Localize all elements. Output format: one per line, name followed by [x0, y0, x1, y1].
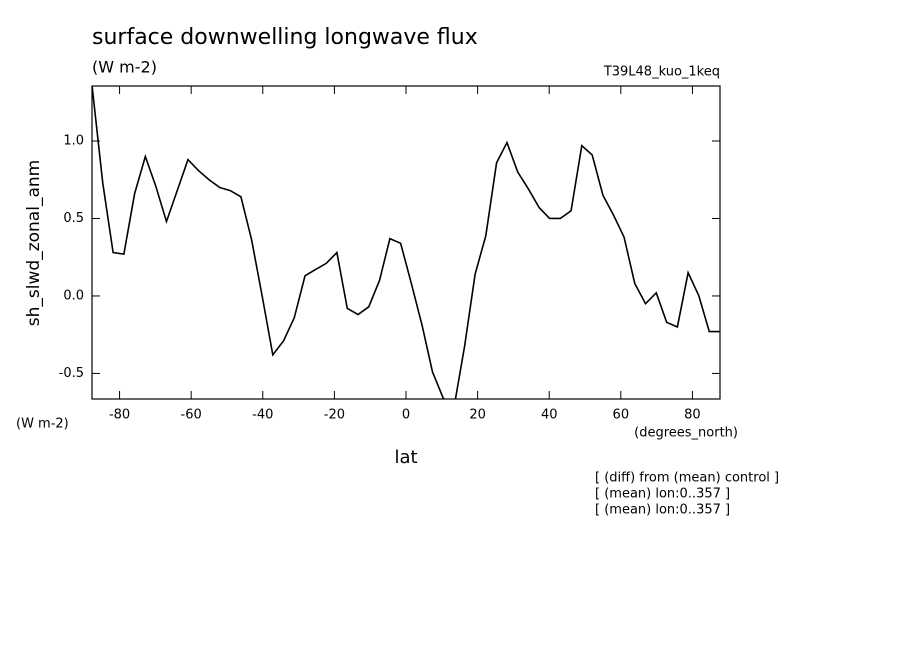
x-tick-label: 0 — [402, 408, 410, 423]
run-label: T39L48_kuo_1keq — [603, 65, 720, 80]
subtitle: (W m-2) — [92, 58, 157, 77]
y-axis-label: sh_slwd_zonal_anm — [24, 160, 44, 326]
y-tick-label: 1.0 — [63, 134, 84, 149]
y-units: (W m-2) — [16, 417, 69, 432]
note: [ (mean) lon:0..357 ] — [595, 503, 730, 518]
x-tick-label: -20 — [324, 408, 345, 423]
x-tick-label: 80 — [684, 408, 701, 423]
data-line — [92, 86, 720, 399]
x-axis-label: lat — [394, 447, 417, 468]
y-tick-label: 0.5 — [63, 211, 84, 226]
chart-title: surface downwelling longwave flux — [92, 25, 478, 50]
note: [ (mean) lon:0..357 ] — [595, 487, 730, 502]
x-tick-label: 60 — [613, 408, 630, 423]
x-tick-label: -80 — [109, 408, 130, 423]
x-tick-label: 20 — [469, 408, 486, 423]
x-tick-label: 40 — [541, 408, 558, 423]
note: [ (diff) from (mean) control ] — [595, 471, 779, 486]
x-units: (degrees_north) — [634, 426, 738, 441]
x-tick-label: -40 — [252, 408, 273, 423]
y-tick-label: 0.0 — [63, 288, 84, 303]
x-tick-label: -60 — [181, 408, 202, 423]
y-tick-label: -0.5 — [59, 366, 84, 381]
